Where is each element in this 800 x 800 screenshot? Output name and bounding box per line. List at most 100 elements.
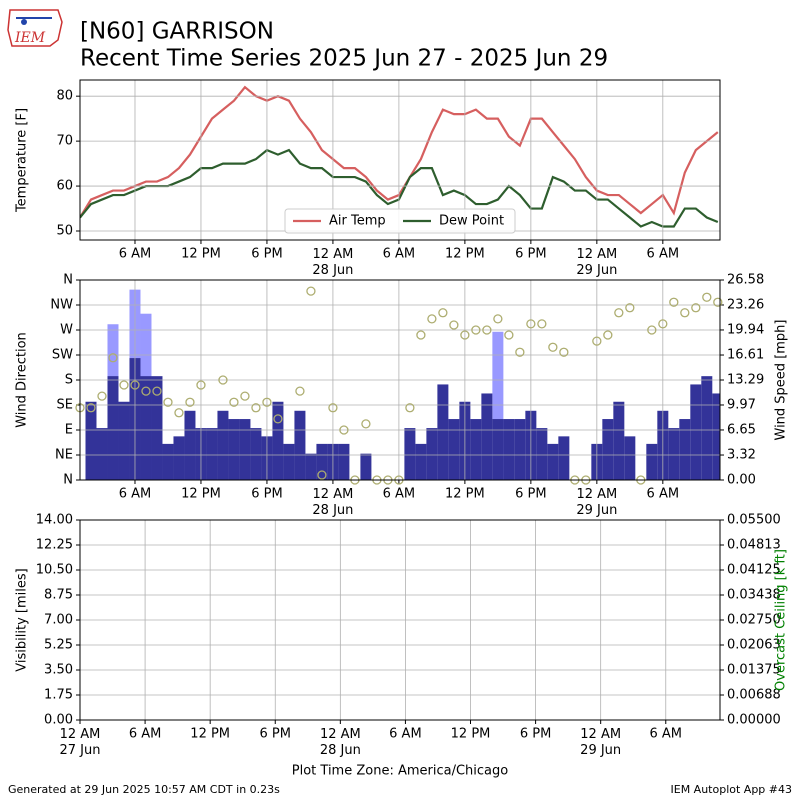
point [515, 347, 525, 357]
x-tick-label: 12 PM [445, 247, 485, 262]
bar [140, 376, 152, 480]
x-tick-label: 12 AM 29 Jun [580, 727, 621, 758]
chart-title: [N60] GARRISON [80, 19, 274, 45]
y-axis-label: Temperature [F] [15, 108, 30, 213]
y2-tick-label: 0.03438 [727, 588, 781, 603]
bar [712, 393, 720, 480]
y2-tick-label: 0.04813 [727, 538, 781, 553]
y2-tick-label: 13.29 [727, 373, 764, 388]
plot-area [85, 289, 720, 480]
x-tick-label: 12 AM 28 Jun [320, 727, 361, 758]
point [306, 286, 316, 296]
y-tick-label: 3.50 [44, 663, 73, 678]
x-tick-label: 12 PM [451, 727, 491, 742]
x-tick-label: 12 PM [181, 487, 221, 502]
bar [602, 419, 614, 480]
y-tick-label: 70 [56, 134, 73, 149]
bar [690, 384, 702, 480]
bar [173, 436, 185, 480]
bar [415, 443, 427, 480]
point [328, 403, 338, 413]
bar [481, 393, 493, 480]
point [218, 375, 228, 385]
point [669, 297, 679, 307]
point [97, 391, 107, 401]
bar [217, 410, 229, 480]
point [713, 297, 723, 307]
bar [360, 453, 372, 480]
x-tick-label: 6 AM [389, 727, 422, 742]
bar [96, 428, 108, 480]
bar [492, 419, 504, 480]
point [251, 403, 261, 413]
point [482, 325, 492, 335]
bar [239, 419, 251, 480]
y2-tick-label: 0.02750 [727, 613, 781, 628]
y-tick-label: E [65, 423, 73, 438]
bar [250, 428, 262, 480]
y2-tick-label: 3.32 [727, 448, 756, 463]
bar [305, 453, 317, 480]
y2-tick-label: 0.05500 [727, 513, 781, 528]
point [460, 330, 470, 340]
x-tick-label: 12 PM [181, 247, 221, 262]
point [119, 380, 129, 390]
x-tick-label: 6 AM [119, 247, 152, 262]
x-tick-label: 12 AM 27 Jun [60, 727, 101, 758]
point [240, 391, 250, 401]
bar [503, 419, 515, 480]
point [691, 303, 701, 313]
x-tick-label: 6 PM [515, 487, 546, 502]
point [405, 403, 415, 413]
bar [162, 443, 174, 480]
y-tick-label: W [60, 323, 73, 338]
point [361, 419, 371, 429]
bar [316, 443, 328, 480]
bar [492, 331, 504, 480]
bar [448, 419, 460, 480]
bar [426, 428, 438, 480]
point [592, 336, 602, 346]
x-axis-label: Plot Time Zone: America/Chicago [292, 764, 508, 779]
bar [338, 443, 350, 480]
point [438, 308, 448, 318]
logo-text: IEM [14, 30, 46, 46]
bar [613, 401, 625, 480]
y2-tick-label: 16.61 [727, 348, 764, 363]
x-tick-label: 6 PM [251, 247, 282, 262]
point [416, 330, 426, 340]
y2-tick-label: 0.01375 [727, 663, 781, 678]
point [493, 314, 503, 324]
point [152, 386, 162, 396]
bar [272, 401, 284, 480]
bar [668, 428, 680, 480]
point [625, 303, 635, 313]
bar [404, 428, 416, 480]
x-tick-label: 6 AM [650, 727, 683, 742]
bar [536, 428, 548, 480]
y2-tick-label: 0.00 [727, 473, 756, 488]
point [262, 397, 272, 407]
y-tick-label: 10.50 [36, 563, 73, 578]
bar [228, 419, 240, 480]
chart-subtitle: Recent Time Series 2025 Jun 27 - 2025 Ju… [80, 46, 608, 72]
bar [437, 384, 449, 480]
point [174, 408, 184, 418]
y-tick-label: 50 [56, 224, 73, 239]
y-tick-label: 12.25 [36, 538, 73, 553]
y-tick-label: 8.75 [44, 588, 73, 603]
y-tick-label: N [63, 273, 73, 288]
y2-tick-label: 0.00000 [727, 713, 781, 728]
legend-label: Dew Point [439, 214, 504, 229]
plot-frame [79, 279, 721, 481]
y-axis-label: Wind Direction [15, 332, 30, 428]
bar [107, 376, 119, 480]
x-tick-label: 12 AM 29 Jun [576, 487, 617, 518]
point [603, 330, 613, 340]
point [130, 380, 140, 390]
y2-axis-label: Wind Speed [mph] [774, 320, 789, 441]
y-tick-label: N [63, 473, 73, 488]
bar [558, 436, 570, 480]
point [537, 319, 547, 329]
